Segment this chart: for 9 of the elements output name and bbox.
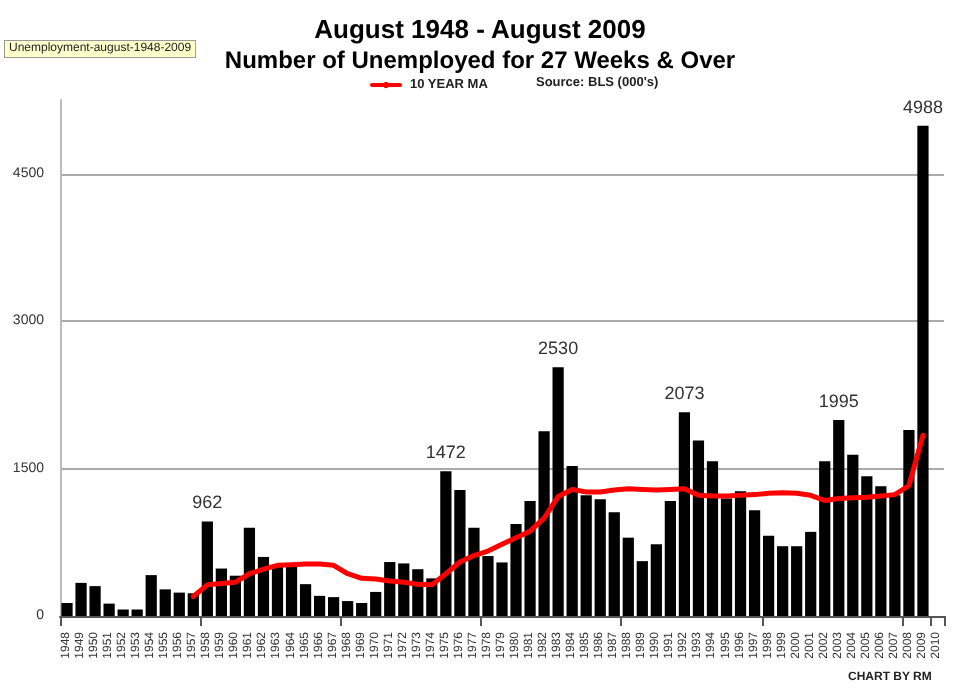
data-label: 962: [192, 492, 223, 513]
data-label: 2530: [538, 338, 579, 359]
chart-title: August 1948 - August 2009: [314, 14, 646, 44]
data-label: 4988: [902, 96, 943, 117]
data-label: 1995: [818, 390, 859, 411]
data-label: 1472: [425, 442, 466, 463]
data-label: 2073: [664, 383, 705, 404]
line-series: [190, 432, 926, 600]
chart-subtitle: Number of Unemployed for 27 Weeks & Over: [224, 46, 736, 74]
